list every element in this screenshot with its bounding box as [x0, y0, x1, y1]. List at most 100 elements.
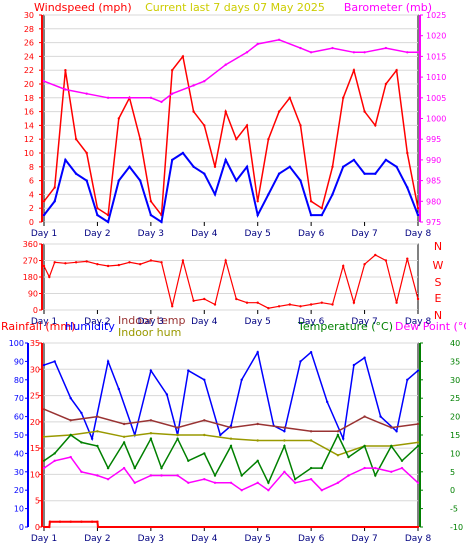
- series-wind-average-point: [85, 179, 88, 182]
- humidity-tick-label: 10: [14, 505, 24, 514]
- series-temperature-c-point: [267, 481, 270, 484]
- series-rainfall-mm-point: [48, 520, 52, 523]
- series-dew-point-c-point: [416, 481, 420, 484]
- series-humidity-point: [379, 415, 382, 418]
- barometer-tick-label: 1025: [426, 11, 446, 20]
- series-temperature-c-point: [240, 474, 243, 477]
- series-temperature-c-point: [176, 437, 179, 440]
- rainfall-tick-label: 5: [35, 497, 40, 506]
- compass-n-bottom: N: [434, 309, 442, 322]
- series-barometer-mb-point: [64, 88, 67, 91]
- barometer-tick-label: 990: [426, 156, 441, 165]
- series-rainfall-mm-point: [416, 525, 420, 529]
- series-barometer-mb-point: [42, 80, 46, 83]
- windspeed-tick-label: 4: [29, 190, 34, 199]
- series-humidity-point: [42, 363, 46, 367]
- series-wind-average-point: [406, 186, 409, 189]
- series-windspeed-mph-point: [277, 110, 281, 113]
- series-dew-point-c-point: [160, 474, 163, 477]
- series-dew-point-c-point: [106, 478, 110, 481]
- wind-panel: 0246810121416182022242628309759809859909…: [24, 11, 447, 239]
- series-wind-average-point: [331, 193, 334, 196]
- series-wind-direction-point: [96, 263, 99, 266]
- series-windspeed-mph-point: [192, 110, 195, 113]
- series-wind-direction-point: [256, 301, 259, 304]
- series-dew-point-c-point: [187, 481, 190, 484]
- series-windspeed-mph-point: [245, 124, 249, 127]
- series-dew-point-c-point: [80, 470, 83, 473]
- series-rainfall-mm-point: [80, 520, 83, 523]
- series-wind-direction-point: [245, 301, 249, 304]
- series-wind-direction-point: [395, 301, 398, 304]
- dew-point-legend-label: Dew Point (°C): [395, 320, 466, 333]
- direction-x-tick-label: Day 1: [31, 317, 57, 327]
- direction-x-tick-label: Day 5: [245, 317, 271, 327]
- wind-x-tick-label: Day 3: [138, 229, 164, 239]
- windspeed-tick-label: 26: [24, 39, 34, 48]
- series-barometer-mb-point: [106, 96, 110, 100]
- temperature-tick-label: 5: [450, 468, 455, 477]
- series-wind-average-point: [213, 193, 217, 196]
- series-indoor-hum-point: [283, 439, 286, 442]
- humidity-tick-label: 30: [14, 468, 24, 477]
- series-wind-direction-point: [363, 263, 366, 266]
- series-temperature-c-point: [80, 441, 83, 444]
- series-wind-direction-point: [374, 253, 377, 257]
- series-indoor-temp-point: [416, 422, 420, 426]
- windspeed-tick-label: 14: [24, 121, 34, 130]
- windspeed-tick-label: 28: [24, 25, 34, 34]
- series-dew-point-c-point: [390, 470, 393, 473]
- series-temperature-c-point: [347, 455, 350, 459]
- series-barometer-mb-point: [363, 51, 366, 54]
- temperature-tick-label: 20: [450, 413, 460, 422]
- series-indoor-temp-point: [176, 426, 179, 429]
- series-wind-direction-point: [171, 305, 174, 308]
- windspeed-tick-label: 0: [29, 218, 34, 227]
- series-temperature-c-point: [133, 466, 136, 470]
- series-dew-point-c-point: [176, 474, 179, 477]
- series-wind-direction-point: [128, 261, 131, 264]
- direction-panel: 0 90 180 270 360 Day 1 Day 2 Day 3 Day 4 Day 5 Day…: [23, 240, 432, 327]
- compass-e: E: [435, 292, 442, 305]
- series-barometer-mb-line: [43, 39, 418, 103]
- series-wind-average-point: [288, 165, 291, 168]
- series-dew-point-c-point: [203, 478, 206, 481]
- series-wind-direction-point: [85, 260, 88, 263]
- series-humidity-point: [416, 369, 420, 372]
- temperature-tick-label: -10: [450, 523, 463, 532]
- series-indoor-temp-point: [336, 430, 340, 433]
- series-windspeed-mph-point: [374, 124, 377, 127]
- humidity-tick-label: 70: [14, 394, 24, 403]
- series-windspeed-mph-point: [64, 69, 67, 72]
- series-windspeed-mph-point: [384, 82, 388, 86]
- series-humidity-point: [352, 363, 356, 367]
- series-indoor-hum-point: [149, 432, 153, 435]
- series-windspeed-mph-point: [96, 207, 99, 210]
- series-humidity-point: [203, 378, 206, 381]
- direction-x-tick-label: Day 3: [138, 317, 164, 327]
- series-indoor-hum-point: [336, 454, 340, 457]
- series-wind-direction-point: [352, 301, 356, 304]
- series-wind-average-point: [139, 179, 142, 182]
- windspeed-tick-label: 20: [24, 80, 34, 89]
- wind-x-tick-label: Day 4: [191, 229, 218, 239]
- series-temperature-c-point: [336, 433, 340, 437]
- barometer-tick-label: 1010: [426, 73, 446, 82]
- series-indoor-hum-point: [416, 441, 420, 444]
- series-indoor-temp-point: [203, 419, 206, 422]
- series-rainfall-mm-point: [48, 525, 51, 529]
- wind-x-tick-label: Day 5: [245, 229, 271, 239]
- series-wind-average-point: [64, 158, 67, 162]
- series-barometer-mb-point: [331, 46, 334, 50]
- rainfall-tick-label: 10: [30, 470, 40, 479]
- series-wind-average-point: [342, 165, 345, 168]
- windspeed-tick-label: 10: [24, 149, 34, 158]
- series-windspeed-mph-point: [256, 200, 259, 203]
- series-indoor-temp-point: [69, 419, 72, 422]
- series-wind-direction-point: [320, 301, 323, 304]
- series-windspeed-mph-point: [363, 110, 366, 113]
- barometer-tick-label: 985: [426, 177, 441, 186]
- series-windspeed-mph-point: [288, 96, 291, 100]
- direction-x-tick-label: Day 8: [405, 317, 432, 327]
- series-wind-direction-point: [277, 305, 281, 308]
